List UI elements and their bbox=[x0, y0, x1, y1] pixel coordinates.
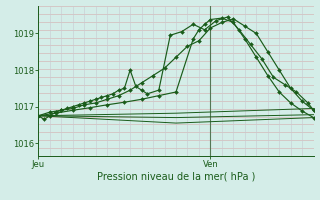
X-axis label: Pression niveau de la mer( hPa ): Pression niveau de la mer( hPa ) bbox=[97, 172, 255, 182]
